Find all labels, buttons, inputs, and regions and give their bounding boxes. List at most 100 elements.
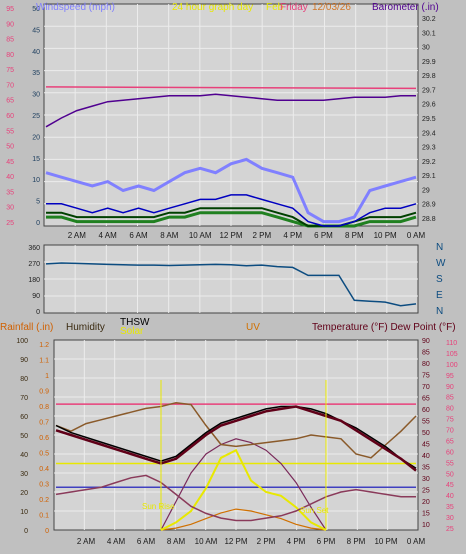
compass-label: N <box>436 242 443 253</box>
compass-label: E <box>436 290 443 301</box>
wind-pink-tick: 65 <box>6 98 14 105</box>
rain-tick: 0.9 <box>39 389 49 396</box>
rain-axis: 1.2 1.1 1 0.9 0.8 0.7 0.6 0.5 0.4 0.3 0.2 0.1 0 <box>39 342 49 535</box>
temperature-tick: 20 <box>422 499 430 506</box>
wind-pink-axis: 95 90 85 80 75 70 65 60 55 50 45 40 35 30 25 <box>6 6 14 227</box>
wind-left-tick: 40 <box>32 49 40 56</box>
barometer-tick: 28.9 <box>422 202 436 209</box>
pink-reference-series <box>45 86 417 90</box>
direction-tick: 270 <box>28 261 40 268</box>
temperature-series <box>55 405 417 472</box>
rain-tick: 1.2 <box>39 342 49 349</box>
temperature-tick: 70 <box>422 384 430 391</box>
wind-pink-tick: 95 <box>6 6 14 13</box>
temperature-tick: 55 <box>422 419 430 426</box>
pink-tick: 30 <box>446 515 454 522</box>
x-tick-label: 10 PM <box>374 231 397 240</box>
temperature-axis: 90 85 80 75 70 65 60 55 50 45 40 35 30 25 20 15 10 <box>422 338 430 529</box>
wind-pink-tick: 30 <box>6 205 14 212</box>
barometer-tick: 30.1 <box>422 30 436 37</box>
humidity-tick: 60 <box>20 414 28 421</box>
temperature-tick: 85 <box>422 350 430 357</box>
pink-tick: 65 <box>446 438 454 445</box>
wind-pink-tick: 60 <box>6 113 14 120</box>
x-tick-label: 6 AM <box>129 231 148 240</box>
barometer-label: Barometer (.in) <box>372 2 439 13</box>
pink-tick: 45 <box>446 482 454 489</box>
humidity-tick: 80 <box>20 376 28 383</box>
sunrise-label: Sun Rise <box>142 502 175 511</box>
wind-pink-tick: 55 <box>6 128 14 135</box>
humidity-series <box>55 401 417 459</box>
rain-tick: 0.6 <box>39 435 49 442</box>
wind-pink-tick: 25 <box>6 220 14 227</box>
barometer-axis: 30.2 30.1 30 29.9 29.8 29.7 29.6 29.5 29.4 29.3 29… <box>422 16 436 223</box>
temperature-tick: 50 <box>422 430 430 437</box>
pink-tick: 95 <box>446 373 454 380</box>
rain-tick: 0.7 <box>39 420 49 427</box>
uv-label: UV <box>246 322 260 333</box>
humidity-tick: 50 <box>20 433 28 440</box>
temperature-label: Temperature (°F) Dew Point (°F) <box>312 322 456 333</box>
wind-pink-tick: 50 <box>6 144 14 151</box>
rain-tick: 1 <box>45 373 49 380</box>
wind-grid <box>44 4 418 226</box>
wind-left-tick: 25 <box>32 113 40 120</box>
barometer-tick: 29.1 <box>422 173 436 180</box>
direction-tick: 360 <box>28 245 40 252</box>
x-tick-label: 8 AM <box>160 231 179 240</box>
temperature-tick: 80 <box>422 361 430 368</box>
temperature-series <box>55 380 417 531</box>
temperature-tick: 40 <box>422 453 430 460</box>
sunset-label: Sun Set <box>300 506 329 515</box>
direction-tick: 0 <box>36 309 40 316</box>
rain-tick: 0.5 <box>39 451 49 458</box>
rain-tick: 0.3 <box>39 482 49 489</box>
humidity-tick: 40 <box>20 452 28 459</box>
rain-tick: 0.1 <box>39 513 49 520</box>
direction-series <box>45 262 417 307</box>
wind-left-tick: 5 <box>36 199 40 206</box>
x-tick-label: 2 AM <box>77 537 96 546</box>
barometer-tick: 29.9 <box>422 59 436 66</box>
pink-tick: 110 <box>446 340 457 347</box>
rain-tick: 0.2 <box>39 497 49 504</box>
pink-tick: 55 <box>446 460 454 467</box>
wind-pink-tick: 85 <box>6 37 14 44</box>
temperature-tick: 65 <box>422 396 430 403</box>
x-tick-label: 6 PM <box>314 231 333 240</box>
compass-label: S <box>436 274 443 285</box>
wind-left-tick: 45 <box>32 27 40 34</box>
temperature-tick: 10 <box>422 522 430 529</box>
pink-tick: 105 <box>446 351 458 358</box>
barometer-tick: 29 <box>422 187 430 194</box>
humidity-tick: 0 <box>24 528 28 535</box>
wind-left-tick: 10 <box>32 177 40 184</box>
x-tick-label: 10 AM <box>195 537 218 546</box>
x-tick-label: 2 AM <box>68 231 87 240</box>
rain-tick: 0 <box>45 528 49 535</box>
x-tick-label: 4 AM <box>99 231 118 240</box>
x-tick-label: 0 AM <box>407 231 426 240</box>
x-tick-label: 12 PM <box>219 231 242 240</box>
wind-pink-tick: 45 <box>6 159 14 166</box>
barometer-tick: 30.2 <box>422 16 436 23</box>
x-tick-label: 2 PM <box>252 231 271 240</box>
direction-tick: 180 <box>28 277 40 284</box>
uv-series <box>160 508 327 531</box>
temperature-tick: 35 <box>422 465 430 472</box>
temperature-tick: 15 <box>422 511 430 518</box>
x-tick-label: 6 PM <box>317 537 336 546</box>
humidity-tick: 90 <box>20 357 28 364</box>
humidity-tick: 10 <box>20 509 28 516</box>
solar-label: Solar <box>120 326 144 337</box>
x-tick-label: 6 AM <box>137 537 156 546</box>
x-tick-label: 10 AM <box>189 231 212 240</box>
x-tick-label: 2 PM <box>257 537 276 546</box>
pink-tick: 70 <box>446 428 454 435</box>
